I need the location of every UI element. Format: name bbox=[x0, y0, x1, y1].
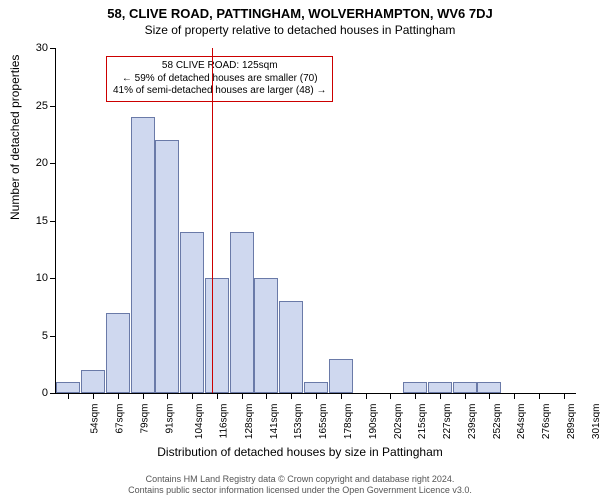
histogram-chart: 58 CLIVE ROAD: 125sqm ← 59% of detached … bbox=[55, 48, 576, 394]
title-sub: Size of property relative to detached ho… bbox=[0, 21, 600, 37]
annotation-line1: 58 CLIVE ROAD: 125sqm bbox=[113, 60, 326, 73]
title-main: 58, CLIVE ROAD, PATTINGHAM, WOLVERHAMPTO… bbox=[0, 0, 600, 21]
y-tick-label: 15 bbox=[36, 215, 48, 227]
x-tick bbox=[366, 393, 367, 399]
footer-line1: Contains HM Land Registry data © Crown c… bbox=[0, 474, 600, 485]
x-tick-label: 276sqm bbox=[541, 404, 552, 440]
x-tick-label: 165sqm bbox=[318, 404, 329, 440]
histogram-bar bbox=[428, 382, 452, 394]
x-tick bbox=[415, 393, 416, 399]
x-tick bbox=[217, 393, 218, 399]
x-tick-label: 178sqm bbox=[343, 404, 354, 440]
x-tick bbox=[539, 393, 540, 399]
y-tick bbox=[50, 393, 56, 394]
x-tick-label: 141sqm bbox=[269, 404, 280, 440]
annotation-line3: 41% of semi-detached houses are larger (… bbox=[113, 85, 326, 98]
x-tick bbox=[390, 393, 391, 399]
x-tick bbox=[564, 393, 565, 399]
x-tick bbox=[291, 393, 292, 399]
x-tick-label: 153sqm bbox=[294, 404, 305, 440]
y-tick bbox=[50, 163, 56, 164]
histogram-bar bbox=[279, 301, 303, 393]
x-tick bbox=[118, 393, 119, 399]
histogram-bar bbox=[254, 278, 278, 393]
histogram-bar bbox=[230, 232, 254, 393]
histogram-bar bbox=[56, 382, 80, 394]
reference-annotation: 58 CLIVE ROAD: 125sqm ← 59% of detached … bbox=[106, 56, 333, 102]
x-tick bbox=[489, 393, 490, 399]
x-tick bbox=[440, 393, 441, 399]
x-tick bbox=[242, 393, 243, 399]
x-tick-label: 202sqm bbox=[393, 404, 404, 440]
histogram-bar bbox=[304, 382, 328, 394]
x-tick-label: 79sqm bbox=[139, 404, 150, 434]
x-tick-label: 54sqm bbox=[90, 404, 101, 434]
x-tick bbox=[465, 393, 466, 399]
x-tick-label: 104sqm bbox=[195, 404, 206, 440]
x-tick-label: 252sqm bbox=[492, 404, 503, 440]
x-tick-label: 264sqm bbox=[516, 404, 527, 440]
histogram-bar bbox=[180, 232, 204, 393]
y-tick-label: 10 bbox=[36, 272, 48, 284]
x-tick-label: 239sqm bbox=[467, 404, 478, 440]
histogram-bar bbox=[329, 359, 353, 394]
y-tick-label: 5 bbox=[42, 330, 48, 342]
histogram-bar bbox=[106, 313, 130, 394]
x-tick-label: 301sqm bbox=[591, 404, 600, 440]
x-tick-label: 91sqm bbox=[164, 404, 175, 434]
x-tick bbox=[316, 393, 317, 399]
y-tick-label: 30 bbox=[36, 42, 48, 54]
histogram-bar bbox=[477, 382, 501, 394]
x-tick bbox=[93, 393, 94, 399]
x-axis-label: Distribution of detached houses by size … bbox=[0, 445, 600, 459]
y-tick bbox=[50, 106, 56, 107]
x-tick bbox=[266, 393, 267, 399]
y-tick bbox=[50, 278, 56, 279]
histogram-bar bbox=[453, 382, 477, 394]
histogram-bar bbox=[403, 382, 427, 394]
y-tick-label: 25 bbox=[36, 100, 48, 112]
x-tick bbox=[192, 393, 193, 399]
x-tick bbox=[167, 393, 168, 399]
x-tick bbox=[341, 393, 342, 399]
x-tick-label: 116sqm bbox=[219, 404, 230, 439]
footer-attribution: Contains HM Land Registry data © Crown c… bbox=[0, 474, 600, 496]
y-tick-label: 20 bbox=[36, 157, 48, 169]
x-tick bbox=[143, 393, 144, 399]
x-tick bbox=[68, 393, 69, 399]
histogram-bar bbox=[155, 140, 179, 393]
y-tick bbox=[50, 336, 56, 337]
footer-line2: Contains public sector information licen… bbox=[0, 485, 600, 496]
annotation-line2: ← 59% of detached houses are smaller (70… bbox=[113, 73, 326, 86]
reference-line bbox=[212, 48, 213, 393]
x-tick-label: 128sqm bbox=[244, 404, 255, 440]
histogram-bar bbox=[205, 278, 229, 393]
x-tick-label: 190sqm bbox=[368, 404, 379, 440]
x-tick-label: 289sqm bbox=[566, 404, 577, 440]
y-tick-label: 0 bbox=[42, 387, 48, 399]
x-tick-label: 215sqm bbox=[417, 404, 428, 440]
x-tick-label: 227sqm bbox=[442, 404, 453, 440]
histogram-bar bbox=[131, 117, 155, 393]
x-tick-label: 67sqm bbox=[115, 404, 126, 434]
y-axis-label: Number of detached properties bbox=[8, 55, 22, 220]
histogram-bar bbox=[81, 370, 105, 393]
y-tick bbox=[50, 221, 56, 222]
y-tick bbox=[50, 48, 56, 49]
x-tick bbox=[514, 393, 515, 399]
